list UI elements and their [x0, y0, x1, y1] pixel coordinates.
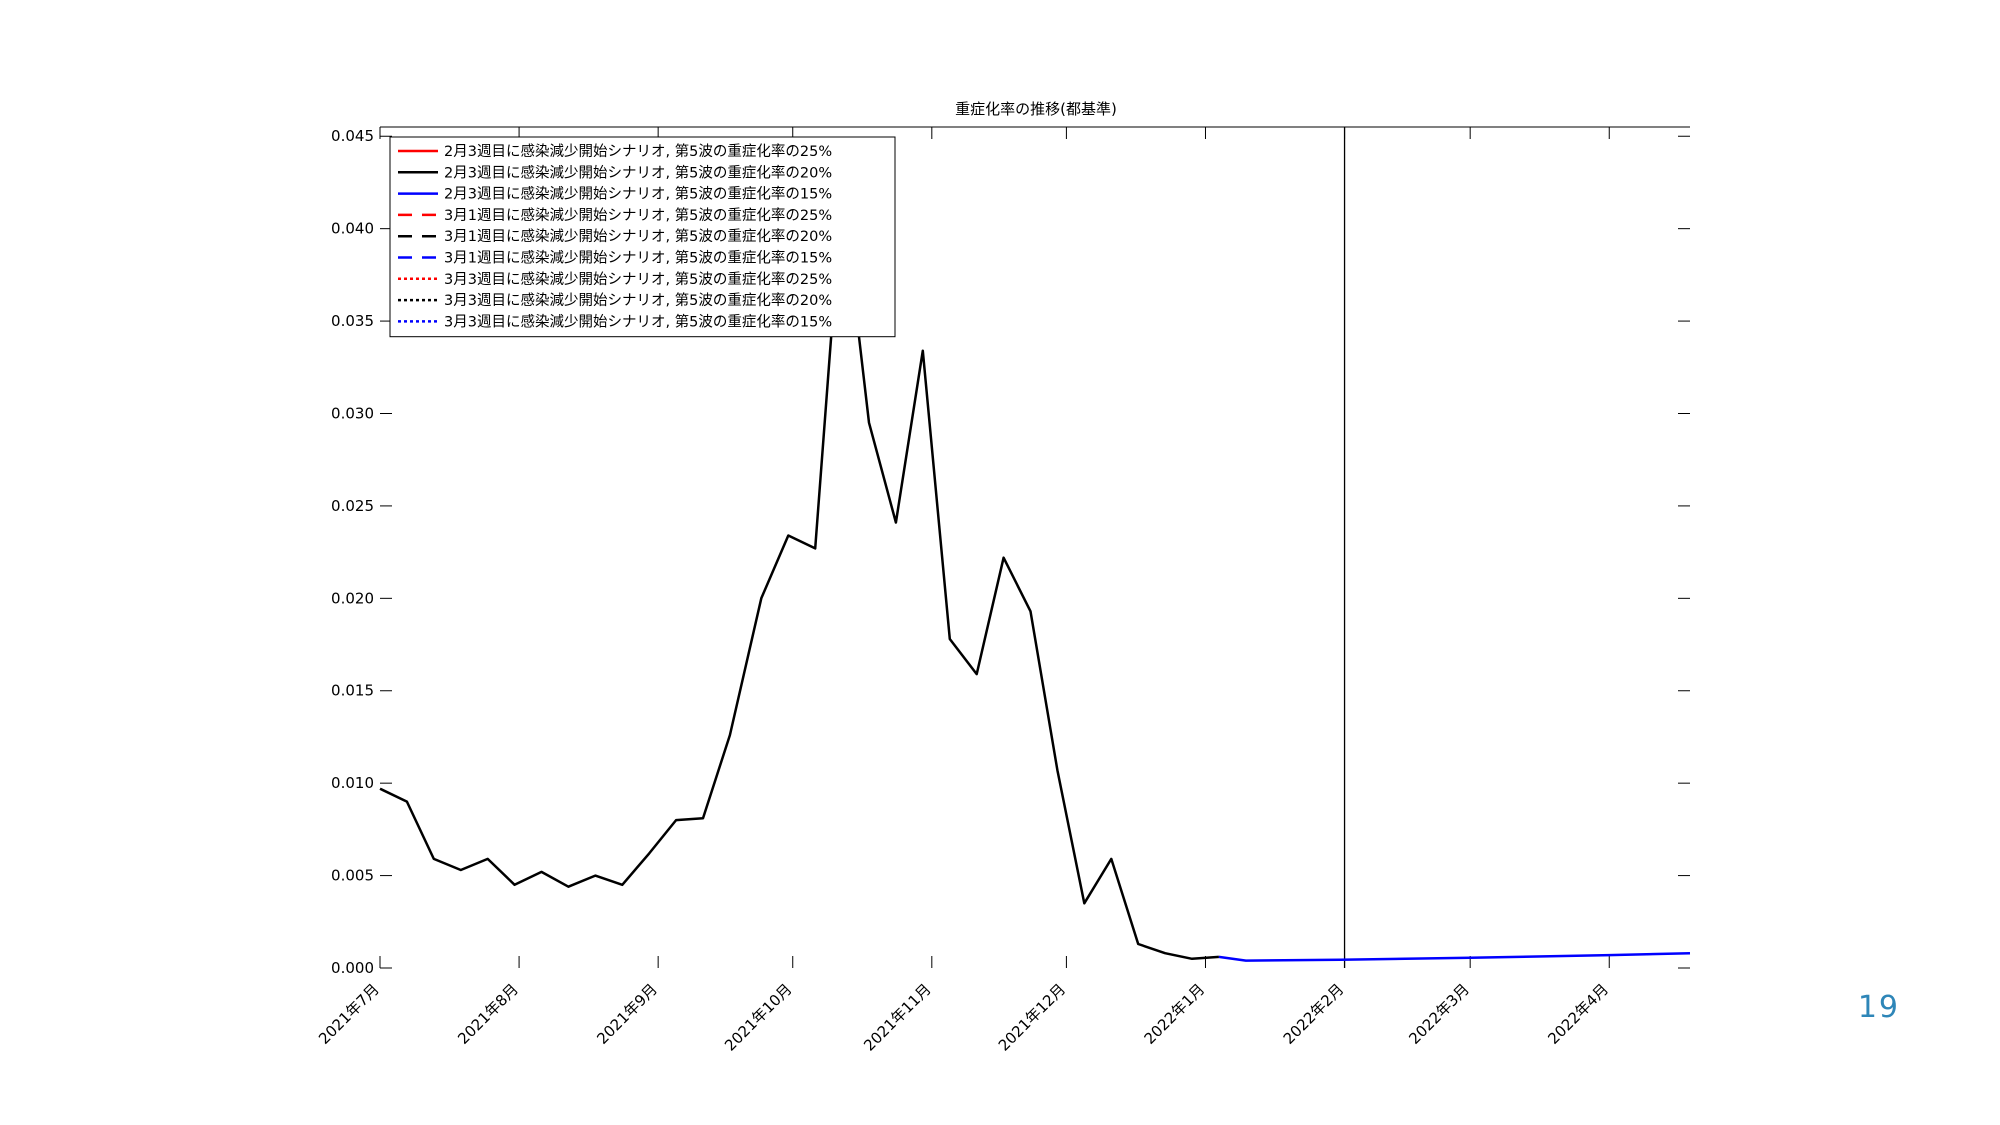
legend-label: 3月3週目に感染減少開始シナリオ, 第5波の重症化率の15%: [444, 312, 832, 330]
x-tick-label: 2021年9月: [593, 980, 661, 1048]
y-tick-label: 0.020: [331, 589, 374, 607]
x-tick-label: 2021年10月: [721, 980, 795, 1054]
legend-label: 2月3週目に感染減少開始シナリオ, 第5波の重症化率の15%: [444, 185, 832, 203]
y-tick-label: 0.015: [331, 682, 374, 700]
legend-box: [389, 136, 896, 338]
series-line-1: [379, 190, 1219, 961]
legend-label: 2月3週目に感染減少開始シナリオ, 第5波の重症化率の20%: [444, 163, 832, 181]
legend-label: 3月3週目に感染減少開始シナリオ, 第5波の重症化率の20%: [444, 291, 832, 309]
x-tick-label: 2022年4月: [1544, 980, 1612, 1048]
y-tick-label: 0.035: [331, 312, 374, 330]
y-tick-label: 0.045: [331, 127, 374, 145]
series-line-2: [1218, 951, 1691, 962]
legend-label: 3月3週目に感染減少開始シナリオ, 第5波の重症化率の25%: [444, 270, 832, 288]
legend-label: 2月3週目に感染減少開始シナリオ, 第5波の重症化率の25%: [444, 142, 832, 160]
x-tick-label: 2022年1月: [1141, 980, 1209, 1048]
page-number: 19: [1857, 990, 1900, 1025]
chart-title: 重症化率の推移(都基準): [955, 100, 1117, 118]
legend-label: 3月1週目に感染減少開始シナリオ, 第5波の重症化率の20%: [444, 227, 832, 245]
x-tick-label: 2021年11月: [860, 980, 934, 1054]
y-tick-label: 0.005: [331, 867, 374, 885]
legend: 2月3週目に感染減少開始シナリオ, 第5波の重症化率の25% 2月3週目に感染減少…: [389, 136, 896, 338]
x-tick-label: 2021年12月: [995, 980, 1069, 1054]
x-tick-label: 2022年2月: [1280, 980, 1348, 1048]
y-tick-label: 0.030: [331, 404, 374, 422]
y-tick-label: 0.040: [331, 220, 374, 238]
y-tick-label: 0.010: [331, 774, 374, 792]
x-tick-label: 2021年8月: [454, 980, 522, 1048]
plot-lines: [379, 190, 1691, 962]
y-tick-label: 0.000: [331, 959, 374, 977]
legend-label: 3月1週目に感染減少開始シナリオ, 第5波の重症化率の15%: [444, 249, 832, 267]
legend-label: 3月1週目に感染減少開始シナリオ, 第5波の重症化率の25%: [444, 206, 832, 224]
x-tick-label: 2021年7月: [315, 980, 383, 1048]
y-tick-label: 0.025: [331, 497, 374, 515]
x-tick-label: 2022年3月: [1405, 980, 1473, 1048]
